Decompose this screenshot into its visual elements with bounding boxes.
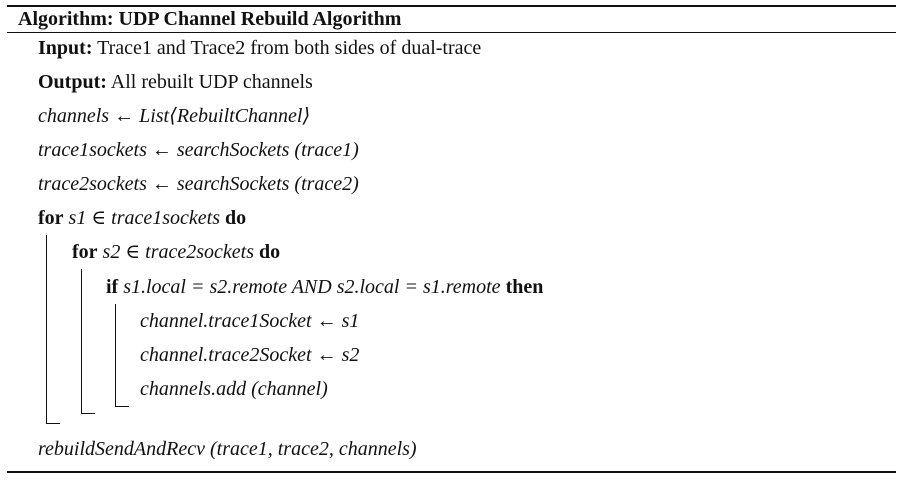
outer-for-condition: s1 ∈ trace1sockets [63, 207, 225, 229]
title-rule [7, 32, 896, 33]
statement-trace1socket: channel.trace1Socket ← s1 [140, 310, 360, 332]
channels-var: channels [38, 105, 110, 127]
assign-arrow: ← [146, 139, 177, 161]
do-keyword: do [258, 241, 281, 263]
for-keyword: for [38, 207, 64, 229]
search-sockets-func: searchSockets [176, 139, 290, 161]
inner-for-scope-bracket [81, 269, 95, 414]
output-line: Output: All rebuilt UDP channels [38, 70, 313, 94]
inner-for-line: for s2 ∈ trace2sockets do [72, 240, 280, 264]
statement-trace2socket: channel.trace2Socket ← s2 [140, 344, 360, 366]
input-text: Trace1 and Trace2 from both sides of dua… [92, 37, 482, 59]
inner-for-condition: s2 ∈ trace2sockets [97, 241, 259, 263]
for-keyword: for [72, 241, 98, 263]
output-text: All rebuilt UDP channels [106, 71, 313, 93]
then-keyword: then [505, 276, 544, 298]
assign-arrow: ← [109, 105, 140, 127]
input-keyword: Input: [38, 37, 93, 59]
channels-assignment: channels ← List⟨RebuiltChannel⟩ [38, 104, 310, 128]
search-sockets-func: searchSockets [176, 173, 290, 195]
statement-channels-add: channels.add (channel) [140, 378, 328, 400]
assign-arrow: ← [146, 173, 177, 195]
trace1sockets-assignment: trace1sockets ← searchSockets (trace1) [38, 138, 359, 162]
if-scope-bracket [115, 304, 129, 407]
if-condition: s1.local = s2.remote AND s2.local = s1.r… [118, 276, 506, 298]
algorithm-title: Algorithm: UDP Channel Rebuild Algorithm [18, 8, 402, 30]
final-call-line: rebuildSendAndRecv (trace1, trace2, chan… [38, 438, 417, 460]
if-line: if s1.local = s2.remote AND s2.local = s… [106, 275, 543, 299]
bottom-rule [7, 471, 896, 473]
trace1-args: (trace1) [289, 139, 359, 161]
output-keyword: Output: [38, 71, 107, 93]
top-rule [7, 5, 896, 7]
trace2sockets-assignment: trace2sockets ← searchSockets (trace2) [38, 172, 359, 196]
outer-for-scope-bracket [46, 235, 60, 424]
channels-expr: List⟨RebuiltChannel⟩ [139, 105, 311, 127]
if-keyword: if [106, 276, 119, 298]
trace2-args: (trace2) [289, 173, 359, 195]
do-keyword: do [224, 207, 247, 229]
trace1sockets-var: trace1sockets [38, 139, 147, 161]
input-line: Input: Trace1 and Trace2 from both sides… [38, 36, 481, 60]
trace2sockets-var: trace2sockets [38, 173, 147, 195]
outer-for-line: for s1 ∈ trace1sockets do [38, 206, 246, 230]
